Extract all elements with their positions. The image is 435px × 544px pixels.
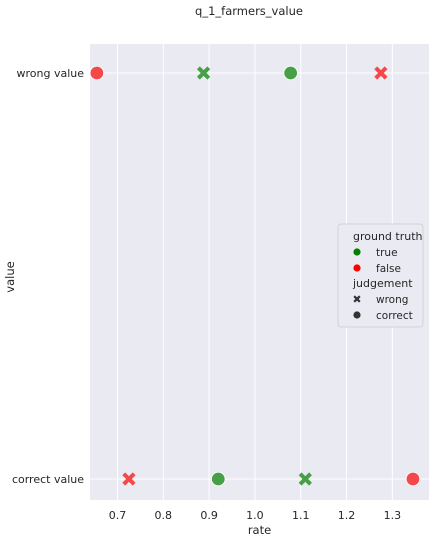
legend-title-judgement: judgement <box>352 277 413 290</box>
data-point <box>405 471 421 487</box>
legend-marker-false <box>353 264 361 272</box>
data-point <box>283 65 298 81</box>
y-axis-label: value <box>3 261 17 292</box>
legend-label-wrong: wrong <box>376 294 408 306</box>
x-tick-label: 0.9 <box>200 509 218 522</box>
y-tick-label: wrong value <box>16 67 84 80</box>
x-tick-label: 0.8 <box>155 509 173 522</box>
axis-ticks: 0.7 0.8 0.9 1.0 1.1 1.2 1.3 wrong value correct … <box>12 67 401 522</box>
legend-label-true: true <box>376 247 398 259</box>
data-point <box>89 65 105 81</box>
data-point <box>298 472 312 486</box>
legend-label-false: false <box>376 263 401 275</box>
legend-marker-true <box>353 248 361 256</box>
x-tick-label: 1.1 <box>292 509 310 522</box>
data-point <box>374 66 388 80</box>
x-axis-label: rate <box>248 523 271 537</box>
data-point <box>196 66 211 80</box>
chart-title: q_1_farmers_value <box>195 4 303 18</box>
data-points <box>89 65 421 487</box>
x-tick-label: 1.0 <box>246 509 264 522</box>
x-tick-label: 0.7 <box>109 509 127 522</box>
legend-label-correct: correct <box>376 310 413 322</box>
data-point <box>122 472 136 486</box>
legend-marker-wrong <box>353 295 361 303</box>
legend-title-ground-truth: ground truth <box>353 230 423 243</box>
data-point <box>211 471 226 487</box>
legend: ground truth judgement true false wrong cor… <box>337 223 424 328</box>
x-tick-label: 1.3 <box>384 509 402 522</box>
x-tick-label: 1.2 <box>338 509 356 522</box>
y-tick-label: correct value <box>12 473 84 486</box>
legend-marker-correct <box>353 311 361 319</box>
